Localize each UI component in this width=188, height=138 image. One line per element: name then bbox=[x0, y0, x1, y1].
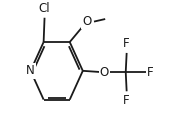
Text: F: F bbox=[123, 94, 130, 107]
Text: N: N bbox=[26, 64, 35, 77]
Text: Cl: Cl bbox=[39, 2, 50, 14]
Text: O: O bbox=[100, 66, 109, 79]
Text: F: F bbox=[123, 37, 130, 50]
Text: O: O bbox=[82, 15, 91, 28]
Text: F: F bbox=[147, 66, 154, 79]
